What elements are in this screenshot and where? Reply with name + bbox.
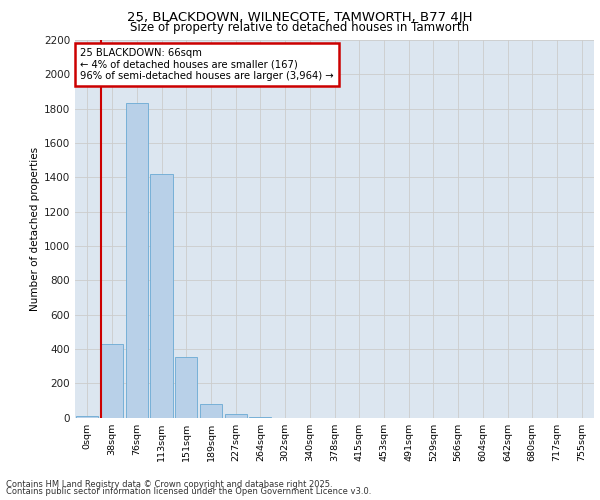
Bar — [101, 344, 123, 417]
Bar — [151, 174, 173, 418]
Text: Size of property relative to detached houses in Tamworth: Size of property relative to detached ho… — [130, 22, 470, 35]
Bar — [76, 416, 98, 418]
Bar — [175, 356, 197, 418]
Text: Contains HM Land Registry data © Crown copyright and database right 2025.: Contains HM Land Registry data © Crown c… — [6, 480, 332, 489]
Text: 25 BLACKDOWN: 66sqm
← 4% of detached houses are smaller (167)
96% of semi-detach: 25 BLACKDOWN: 66sqm ← 4% of detached hou… — [80, 48, 334, 81]
Bar — [200, 404, 222, 417]
Text: Contains public sector information licensed under the Open Government Licence v3: Contains public sector information licen… — [6, 487, 371, 496]
Bar — [224, 414, 247, 418]
Bar — [249, 416, 271, 418]
Bar — [125, 104, 148, 418]
Text: 25, BLACKDOWN, WILNECOTE, TAMWORTH, B77 4JH: 25, BLACKDOWN, WILNECOTE, TAMWORTH, B77 … — [127, 11, 473, 24]
Y-axis label: Number of detached properties: Number of detached properties — [30, 146, 40, 311]
